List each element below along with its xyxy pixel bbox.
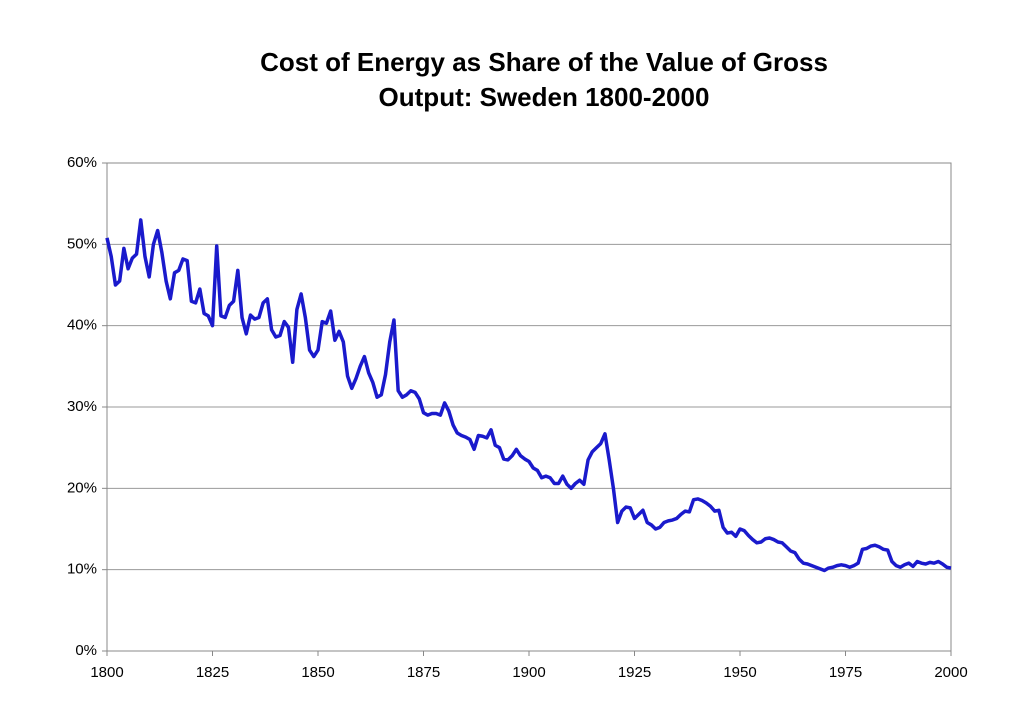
x-tick-label: 1800 <box>90 664 123 681</box>
x-tick-label: 1875 <box>407 664 440 681</box>
chart-title: Output: Sweden 1800-2000 <box>379 82 710 112</box>
x-tick-label: 1975 <box>829 664 862 681</box>
x-tick-label: 1925 <box>618 664 651 681</box>
y-tick-label: 10% <box>67 561 97 578</box>
x-tick-label: 1850 <box>301 664 334 681</box>
y-tick-label: 20% <box>67 479 97 496</box>
x-tick-label: 1900 <box>512 664 545 681</box>
x-tick-label: 1950 <box>723 664 756 681</box>
line <box>105 218 952 573</box>
y-tick-label: 50% <box>67 235 97 252</box>
chart-title: Cost of Energy as Share of the Value of … <box>260 47 828 77</box>
y-tick-label: 60% <box>67 154 97 171</box>
x-tick-label: 1825 <box>196 664 229 681</box>
y-tick-label: 0% <box>75 642 97 659</box>
y-tick-label: 30% <box>67 398 97 415</box>
y-tick-label: 40% <box>67 317 97 334</box>
x-tick-label: 2000 <box>934 664 967 681</box>
